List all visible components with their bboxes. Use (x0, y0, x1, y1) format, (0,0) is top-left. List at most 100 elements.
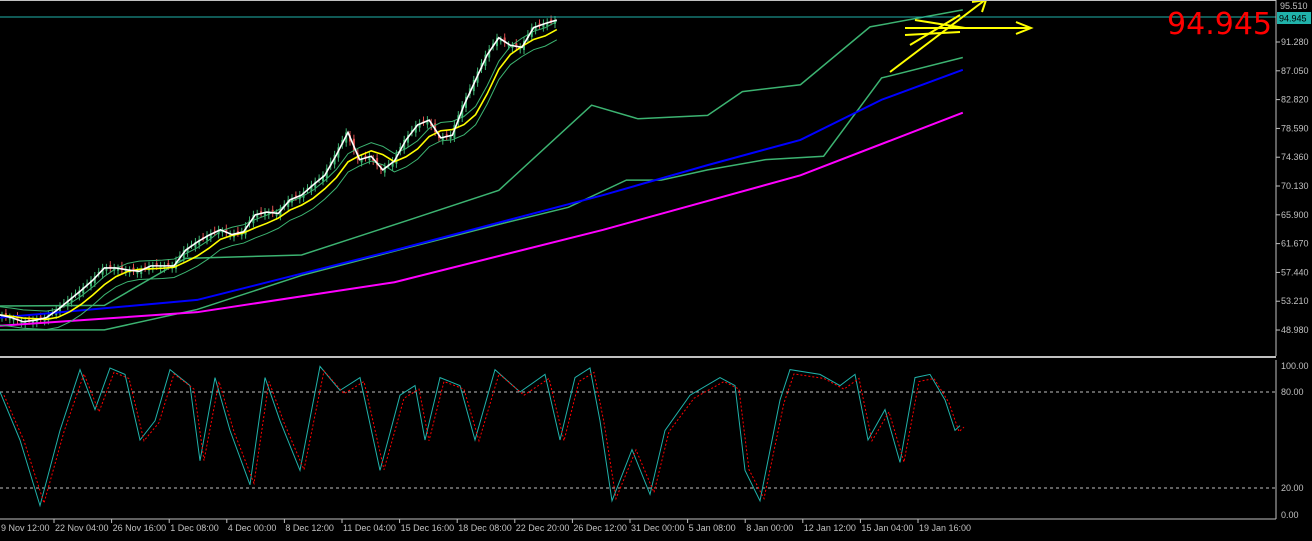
price-panel[interactable] (0, 0, 1276, 331)
candle-body (302, 191, 305, 198)
candle-body (275, 213, 278, 216)
candle-body (225, 228, 228, 233)
candle-body (229, 234, 232, 236)
time-tick-label: 15 Dec 16:00 (401, 523, 455, 533)
time-tick-label: 11 Dec 04:00 (343, 523, 396, 533)
candle-body (507, 45, 510, 47)
candle-body (306, 188, 309, 190)
inner-lower-band (0, 39, 558, 331)
candle-body (117, 268, 119, 271)
inner-upper-band (0, 20, 558, 312)
candle-body (264, 212, 266, 216)
trend-arrow[interactable] (914, 19, 966, 29)
candle-body (383, 166, 386, 173)
candle-body (414, 124, 417, 133)
candle-body (310, 184, 313, 191)
time-tick-label: 26 Dec 12:00 (573, 523, 627, 533)
price-tick-label: 57.440 (1281, 267, 1309, 277)
candle-body (221, 231, 224, 233)
candle-body (376, 158, 379, 166)
candle-body (86, 283, 89, 285)
price-tick-label: 78.590 (1281, 123, 1309, 133)
trend-arrow[interactable] (909, 14, 961, 46)
candle-body (418, 123, 421, 128)
candle-body (78, 290, 81, 297)
candle-body (360, 158, 363, 163)
candle-body (422, 120, 425, 122)
moving-average-blue (0, 68, 964, 319)
candle-body (202, 237, 205, 239)
arrow-head-icon (971, 0, 988, 13)
candle-body (151, 265, 154, 269)
candle-body (322, 175, 324, 182)
candle-body (488, 49, 491, 58)
candle-body (101, 267, 104, 275)
candle-body (364, 155, 367, 158)
candle-body (542, 23, 545, 28)
close-line (0, 19, 558, 323)
candle-body (271, 209, 274, 213)
price-tick-label: 82.820 (1281, 95, 1309, 105)
time-tick-label: 1 Dec 08:00 (170, 523, 219, 533)
time-tick-label: 15 Jan 04:00 (861, 523, 913, 533)
candle-body (124, 269, 127, 273)
candle-body (70, 296, 73, 303)
stochastic-signal-line (3, 369, 965, 505)
candle-body (499, 40, 502, 42)
time-tick-label: 8 Jan 00:00 (746, 523, 793, 533)
price-tick-label: 65.900 (1281, 210, 1309, 220)
time-tick-label: 31 Dec 00:00 (631, 523, 685, 533)
price-tick-label: 74.360 (1281, 152, 1309, 162)
price-tick-label: 61.670 (1281, 239, 1309, 249)
candle-body (294, 195, 297, 197)
candle-body (244, 226, 247, 235)
candle-body (515, 43, 518, 47)
candle-body (209, 233, 212, 238)
candle-body (109, 265, 112, 268)
price-tick-label: 91.280 (1281, 37, 1309, 47)
candle-body (8, 317, 11, 320)
candle-body (20, 321, 23, 324)
stoch-tick-label: 20.00 (1281, 483, 1304, 493)
candle-body (267, 212, 270, 215)
candle-body (32, 320, 34, 324)
stoch-tick-label: 80.00 (1281, 387, 1304, 397)
candle-body (167, 263, 170, 266)
candle-body (252, 214, 255, 224)
candle-body (368, 156, 371, 161)
time-tick-label: 12 Jan 12:00 (804, 523, 856, 533)
candle-body (503, 37, 506, 43)
stochastic-panel[interactable] (0, 365, 1276, 508)
candle-body (47, 314, 50, 321)
candle-body (213, 230, 216, 232)
price-tick-label: 70.130 (1281, 181, 1309, 191)
current-price-label: 94.945 (1279, 14, 1307, 24)
candle-body (90, 280, 92, 287)
price-tick-label: 87.050 (1281, 66, 1309, 76)
time-tick-label: 9 Nov 12:00 (1, 523, 50, 533)
candle-body (279, 208, 282, 217)
candle-body (144, 266, 147, 268)
candle-body (198, 239, 201, 245)
trend-arrow[interactable] (904, 31, 961, 36)
candle-body (538, 23, 541, 25)
candle-body (546, 22, 549, 27)
candle-body (434, 123, 437, 132)
trend-arrow[interactable] (889, 0, 986, 73)
bollinger-lower-band (0, 56, 963, 331)
candle-body (16, 316, 19, 321)
candle-body (445, 134, 448, 137)
stoch-tick-label: 100.00 (1281, 361, 1309, 371)
candle-body (314, 181, 317, 188)
candle-body (28, 318, 31, 321)
time-tick-label: 5 Jan 08:00 (689, 523, 736, 533)
candle-body (105, 267, 108, 271)
candle-body (159, 265, 162, 269)
candle-body (407, 134, 409, 143)
candle-body (12, 318, 15, 321)
candle-body (194, 242, 197, 248)
candle-body (291, 198, 293, 203)
moving-average-yellow (0, 28, 558, 321)
